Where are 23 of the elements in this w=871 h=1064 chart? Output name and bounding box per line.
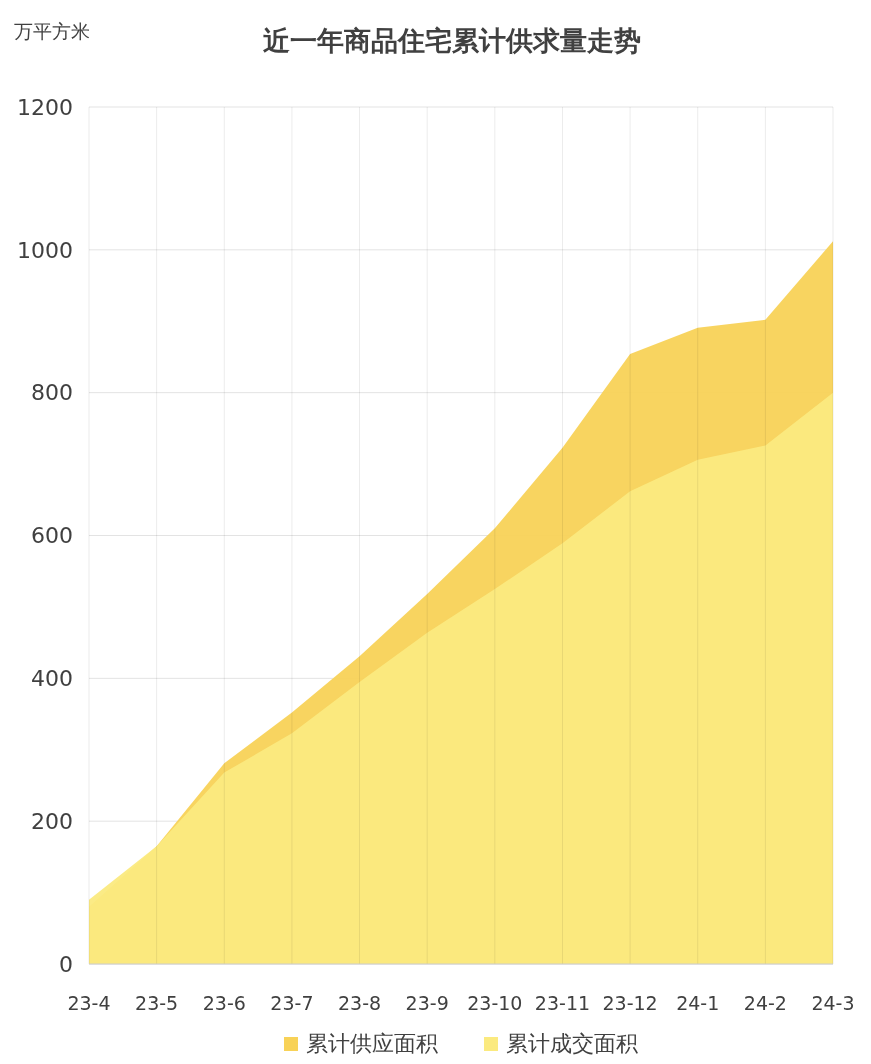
x-tick-label: 23-8 — [337, 992, 382, 1014]
y-tick-label: 600 — [31, 523, 73, 549]
y-axis-title: 万平方米 — [14, 20, 90, 42]
y-tick-label: 1200 — [17, 94, 73, 120]
y-tick-label: 800 — [31, 380, 73, 406]
legend-label: 累计供应面积 — [306, 1031, 438, 1056]
x-tick-label: 23-7 — [270, 992, 314, 1014]
x-tick-label: 23-10 — [467, 992, 523, 1014]
y-tick-label: 400 — [31, 666, 73, 692]
y-tick-label: 0 — [59, 951, 73, 977]
x-tick-label: 23-11 — [534, 992, 591, 1014]
x-tick-label: 23-5 — [135, 992, 179, 1014]
x-tick-label: 23-4 — [67, 992, 111, 1014]
x-tick-label: 23-6 — [202, 992, 246, 1014]
y-tick-label: 1000 — [17, 237, 73, 263]
y-tick-label: 200 — [31, 808, 73, 834]
x-tick-label: 24-2 — [743, 992, 787, 1014]
chart-title: 近一年商品住宅累计供求量走势 — [262, 25, 641, 56]
x-tick-label: 23-9 — [405, 992, 449, 1014]
x-tick-label: 23-12 — [602, 992, 658, 1014]
x-tick-label: 24-1 — [676, 992, 720, 1014]
x-tick-label: 24-3 — [811, 992, 855, 1014]
legend-label: 累计成交面积 — [506, 1031, 638, 1056]
